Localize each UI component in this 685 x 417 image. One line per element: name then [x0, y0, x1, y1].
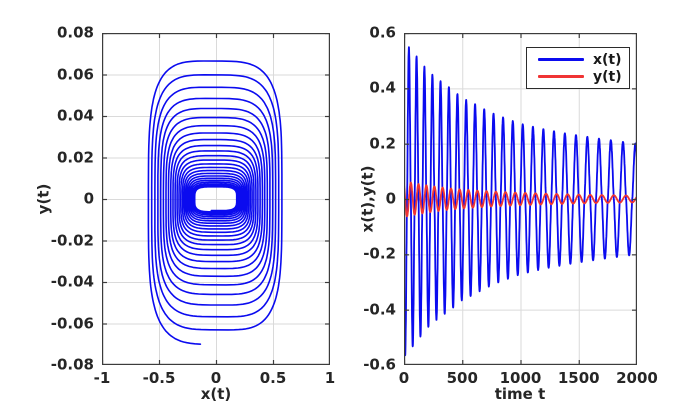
legend-entry-xt: x(t) — [527, 52, 629, 67]
legend-label-yt: y(t) — [593, 68, 622, 85]
series-xt — [404, 46, 637, 357]
x-tick-label: 500 — [446, 369, 478, 387]
y-tick-label: -0.06 — [50, 314, 94, 332]
y-tick-label: 0.08 — [56, 23, 94, 42]
x-tick-label: -1 — [93, 369, 111, 387]
axes-box — [102, 33, 330, 365]
y-tick-label: 0.06 — [56, 65, 94, 83]
axes-box — [404, 33, 637, 365]
x-tick-label: -0.5 — [142, 369, 176, 387]
y-tick-label: 0.6 — [369, 23, 396, 42]
legend: x(t) y(t) — [526, 47, 630, 89]
x-tick-label: 0 — [398, 369, 410, 387]
right-y-axis-label: x(t),y(t) — [358, 165, 377, 233]
y-tick-label: 0.4 — [369, 78, 396, 97]
legend-line-sample-blue — [538, 58, 584, 61]
x-tick-label: 2000 — [616, 369, 658, 387]
left-x-axis-label: x(t) — [200, 385, 232, 403]
grid-lines — [102, 33, 330, 365]
y-tick-label: 0.02 — [56, 148, 94, 166]
series-group — [147, 60, 283, 345]
y-tick-label: 0 — [385, 189, 396, 208]
y-tick-label: -0.2 — [363, 244, 396, 263]
phase_plot-canvas — [102, 33, 330, 365]
y-tick-label: 0 — [83, 189, 94, 208]
x-tick-label: 1500 — [557, 369, 600, 387]
x-tick-label: 0 — [210, 369, 222, 387]
legend-line-sample-red — [538, 75, 584, 78]
x-tick-label: 0.5 — [259, 369, 287, 387]
phase-plot — [102, 33, 330, 365]
x-tick-label: 1000 — [499, 369, 542, 387]
legend-label-xt: x(t) — [593, 51, 622, 68]
right-x-axis-label: time t — [494, 385, 546, 403]
y-tick-label: -0.02 — [50, 231, 94, 249]
y-tick-label: 0.04 — [56, 106, 94, 125]
series-yt — [404, 181, 637, 218]
series-group — [404, 46, 637, 357]
y-tick-label: -0.4 — [363, 300, 396, 319]
series-trajectory — [147, 60, 283, 345]
y-tick-label: 0.2 — [369, 134, 396, 153]
y-tick-label: -0.6 — [363, 355, 396, 374]
x-tick-label: 1 — [324, 369, 336, 387]
left-y-axis-label: y(t) — [34, 183, 53, 215]
y-tick-label: -0.04 — [50, 272, 94, 291]
y-tick-label: -0.08 — [50, 355, 94, 374]
legend-entry-yt: y(t) — [527, 69, 629, 84]
